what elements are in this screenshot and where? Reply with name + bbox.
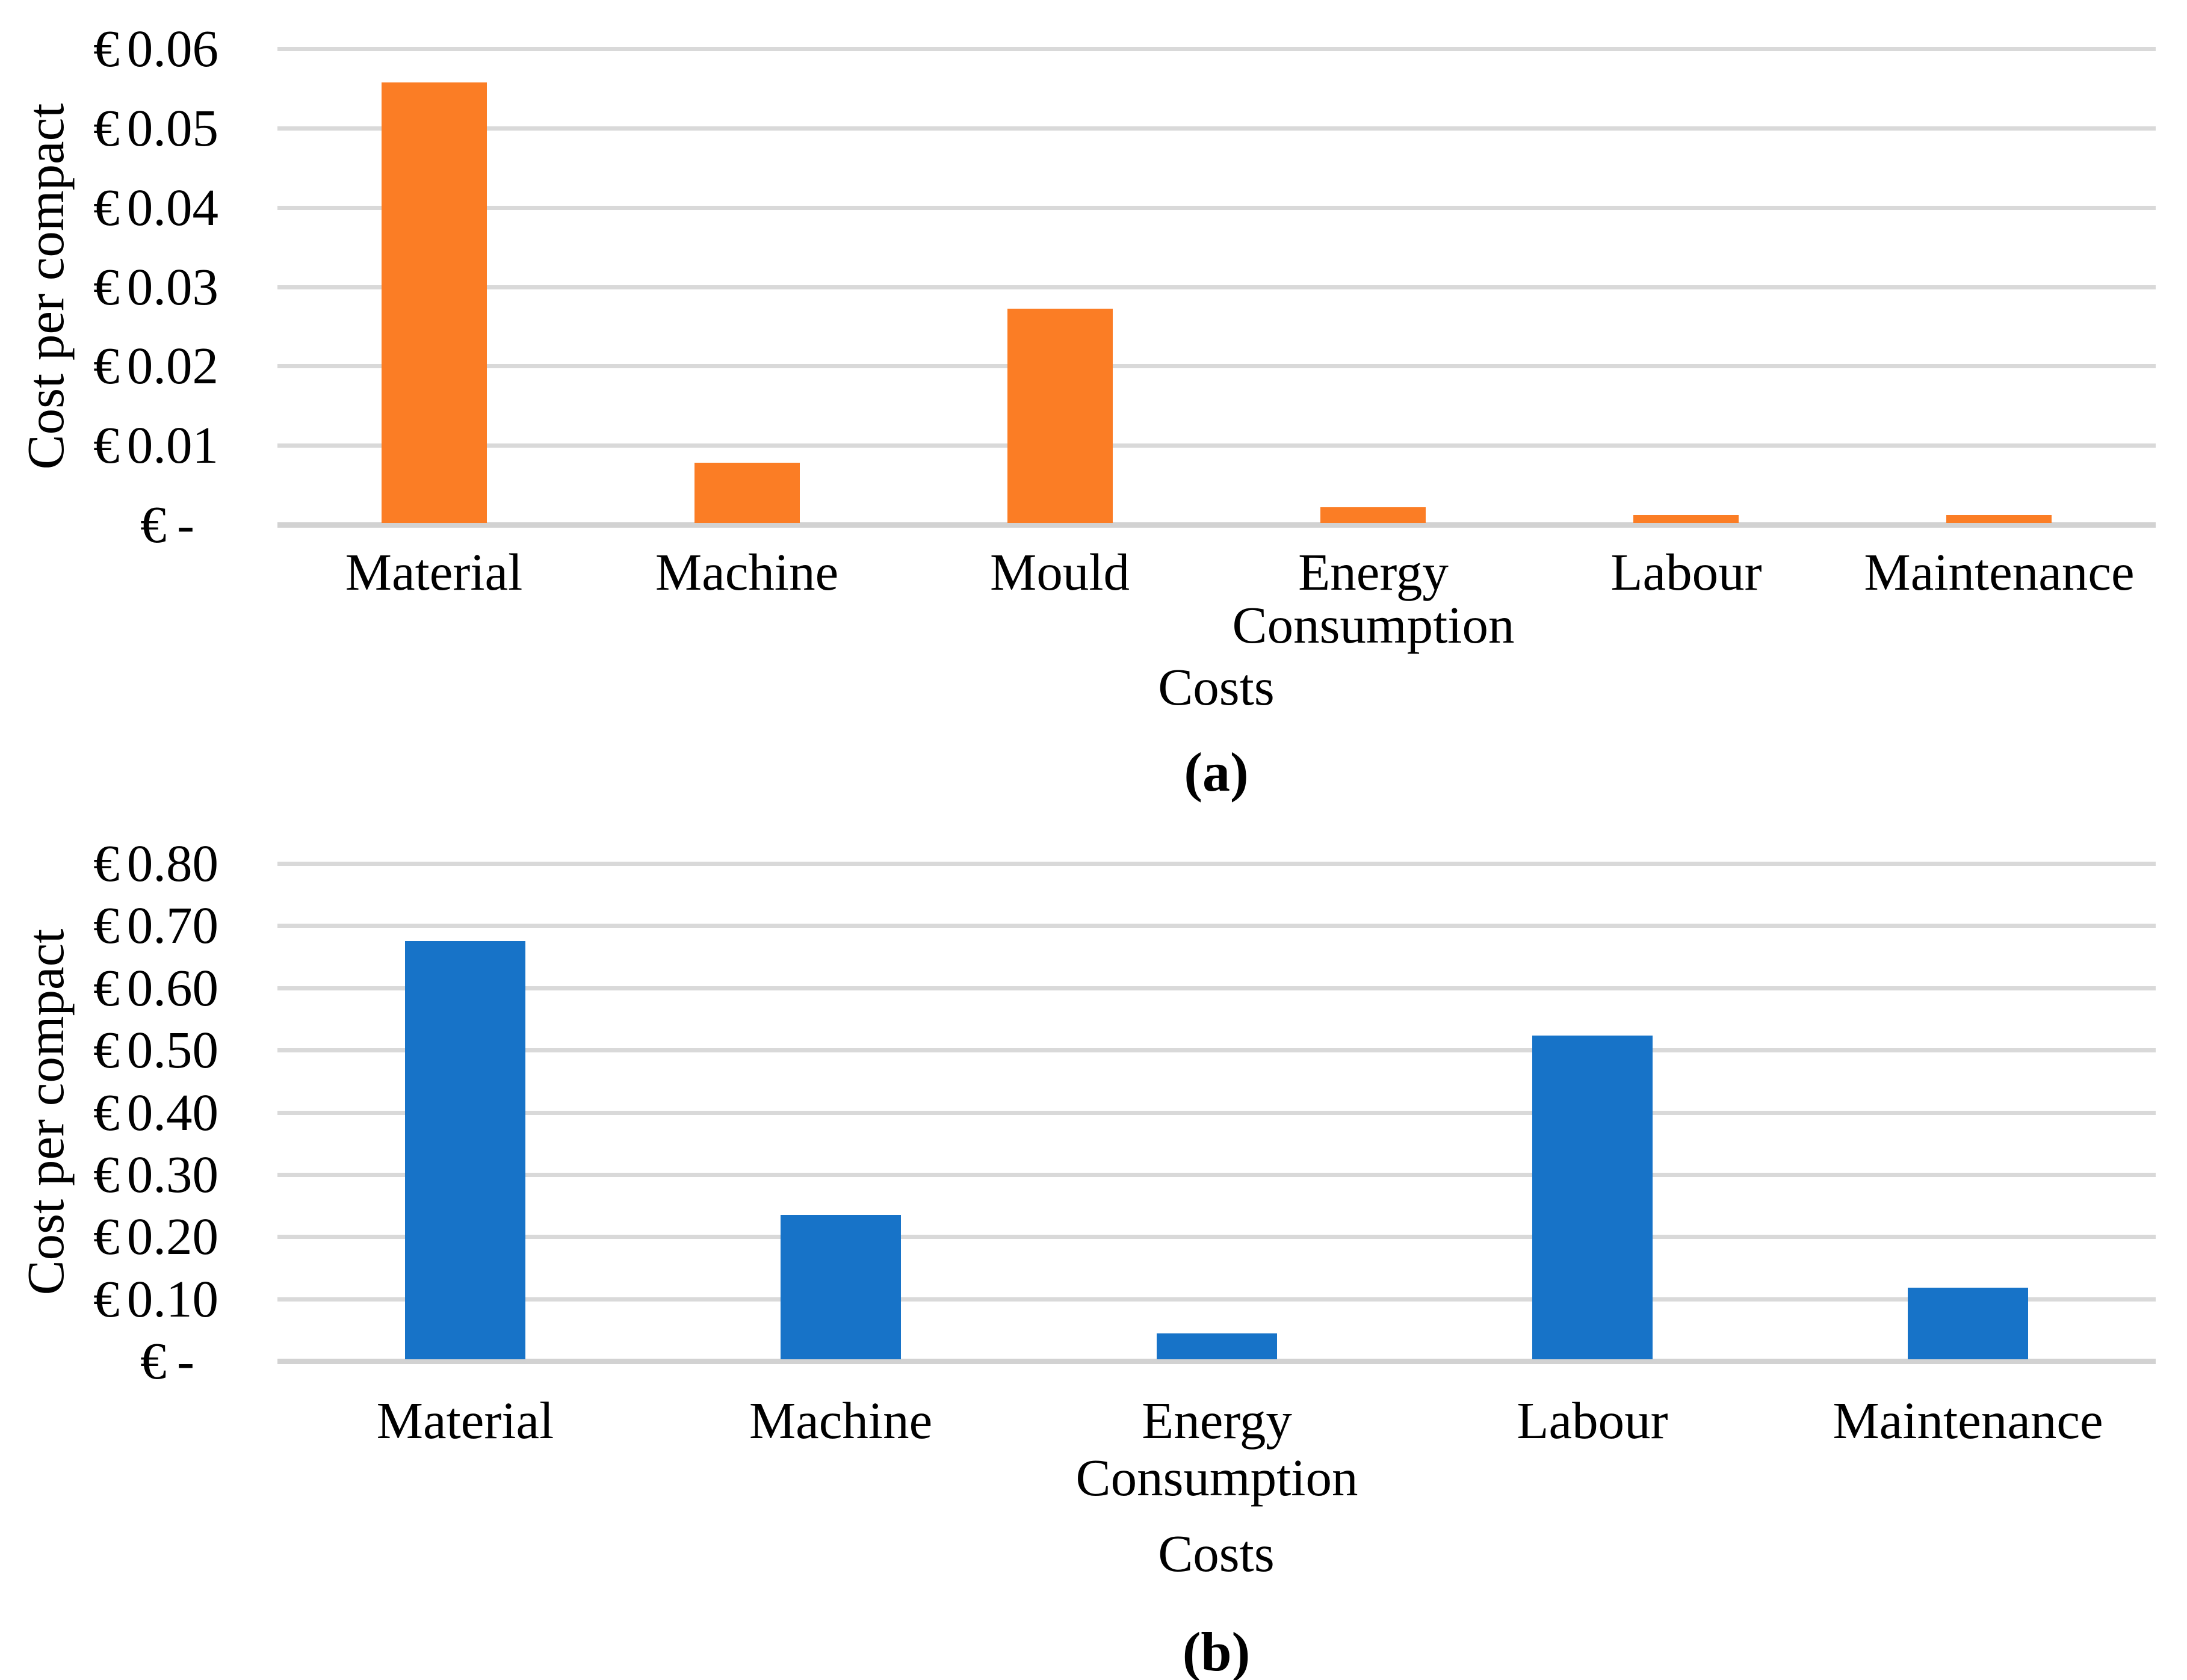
euro-symbol: € <box>93 1270 120 1328</box>
x-axis-title-b: Costs <box>1158 1524 1275 1583</box>
tick-value: 0.30 <box>126 1145 218 1203</box>
tick-value: 0.20 <box>126 1207 218 1265</box>
y-tick-0.06: €0.06 <box>93 19 218 79</box>
gridline <box>277 443 2156 448</box>
euro-symbol: € <box>93 1207 120 1265</box>
euro-symbol: € <box>93 258 120 316</box>
bar-maintenance <box>1946 515 2052 523</box>
bar-material <box>382 82 487 523</box>
bar-machine <box>781 1215 901 1359</box>
gridline <box>277 285 2156 289</box>
bar-material <box>405 941 525 1359</box>
caption-b: (b) <box>1182 1621 1251 1680</box>
gridline <box>277 924 2156 928</box>
y-tick-0.80: €0.80 <box>93 833 218 894</box>
tick-value: 0.03 <box>126 258 218 316</box>
category-label-machine: Machine <box>749 1391 933 1450</box>
category-label-machine: Machine <box>655 543 839 601</box>
tick-value: 0.40 <box>126 1083 218 1141</box>
euro-symbol: € <box>93 1083 120 1141</box>
gridline <box>277 206 2156 210</box>
euro-symbol: € <box>93 178 120 236</box>
gridline <box>277 1235 2156 1239</box>
y-tick-0.40: €0.40 <box>93 1082 218 1143</box>
gridline <box>277 1111 2156 1115</box>
gridline <box>277 1297 2156 1302</box>
bar-labour <box>1633 515 1739 523</box>
bar-mould <box>1007 309 1113 523</box>
y-tick-0.60: €0.60 <box>93 958 218 1018</box>
bar-maintenance <box>1908 1288 2028 1359</box>
euro-symbol: € <box>93 1021 120 1079</box>
gridline <box>277 1048 2156 1052</box>
gridline <box>277 126 2156 131</box>
tick-value: 0.01 <box>126 416 218 474</box>
bar-machine <box>694 463 800 523</box>
euro-symbol: € <box>140 1332 167 1390</box>
y-tick-0.05: €0.05 <box>93 98 218 158</box>
euro-symbol: € <box>93 1145 120 1203</box>
tick-value: 0.10 <box>126 1270 218 1328</box>
x-axis-title-a: Costs <box>1158 658 1275 716</box>
euro-symbol: € <box>140 495 167 554</box>
euro-symbol: € <box>93 416 120 474</box>
y-tick-0.30: €0.30 <box>93 1144 218 1205</box>
bar-labour <box>1532 1036 1653 1359</box>
y-tick-0.10: €0.10 <box>93 1269 218 1329</box>
tick-value: - <box>177 1332 194 1390</box>
caption-a: (a) <box>1184 741 1249 803</box>
x-axis-line <box>277 1359 2156 1364</box>
y-tick-0.70: €0.70 <box>93 895 218 956</box>
euro-symbol: € <box>93 99 120 157</box>
euro-symbol: € <box>93 896 120 954</box>
gridline <box>277 862 2156 866</box>
category-label-energy-consumption-line1: Energy <box>1298 543 1449 601</box>
category-label-material: Material <box>345 543 523 601</box>
tick-value: - <box>177 495 194 554</box>
bar-energy-consumption <box>1157 1333 1277 1359</box>
gridline <box>277 986 2156 990</box>
category-label-energy-consumption-line2: Consumption <box>1075 1448 1358 1507</box>
tick-value: 0.50 <box>126 1021 218 1079</box>
euro-symbol: € <box>93 959 120 1017</box>
category-label-labour: Labour <box>1517 1391 1668 1450</box>
tick-value: 0.06 <box>126 19 218 78</box>
tick-value: 0.70 <box>126 896 218 954</box>
category-label-maintenance: Maintenance <box>1864 543 2135 601</box>
y-tick-zero: € - <box>93 495 218 555</box>
category-label-labour: Labour <box>1610 543 1762 601</box>
gridline <box>277 1173 2156 1177</box>
euro-symbol: € <box>93 336 120 395</box>
tick-value: 0.02 <box>126 336 218 395</box>
gridline <box>277 364 2156 368</box>
category-label-material: Material <box>376 1391 554 1450</box>
category-label-energy-consumption-line1: Energy <box>1142 1391 1292 1450</box>
tick-value: 0.05 <box>126 99 218 157</box>
tick-value: 0.80 <box>126 834 218 892</box>
category-label-mould: Mould <box>989 543 1130 601</box>
y-tick-0.03: €0.03 <box>93 257 218 317</box>
category-label-maintenance: Maintenance <box>1833 1391 2103 1450</box>
tick-value: 0.60 <box>126 959 218 1017</box>
y-axis-title-b: Cost per compact <box>16 928 75 1296</box>
euro-symbol: € <box>93 19 120 78</box>
category-label-energy-consumption-line2: Consumption <box>1232 596 1515 654</box>
y-tick-0.04: €0.04 <box>93 178 218 238</box>
bar-energy-consumption <box>1320 507 1426 523</box>
x-axis-line <box>277 522 2156 528</box>
y-tick-0.01: €0.01 <box>93 415 218 475</box>
y-tick-0.20: €0.20 <box>93 1206 218 1267</box>
y-tick-0.02: €0.02 <box>93 336 218 396</box>
euro-symbol: € <box>93 834 120 892</box>
tick-value: 0.04 <box>126 178 218 236</box>
y-tick-zero: € - <box>93 1331 218 1391</box>
y-tick-0.50: €0.50 <box>93 1020 218 1080</box>
gridline <box>277 47 2156 51</box>
